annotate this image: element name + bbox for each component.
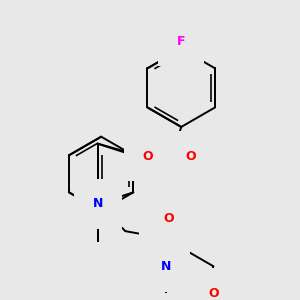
Text: O: O — [143, 150, 153, 163]
Text: F: F — [177, 34, 185, 47]
Text: N: N — [161, 260, 171, 273]
Text: N: N — [157, 249, 168, 262]
Text: O: O — [186, 150, 196, 163]
Text: O: O — [163, 212, 174, 225]
Text: O: O — [208, 287, 219, 300]
Text: S: S — [164, 157, 175, 171]
Text: N: N — [93, 197, 103, 210]
